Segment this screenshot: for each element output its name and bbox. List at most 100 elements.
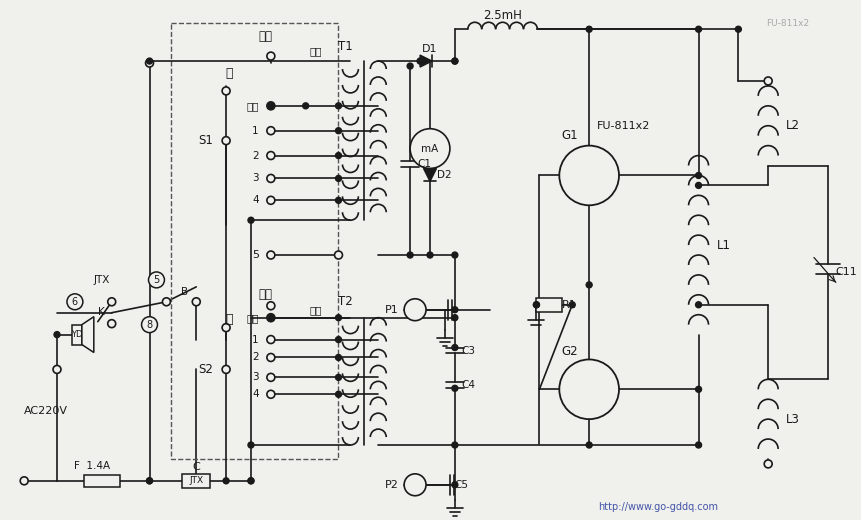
- Text: B: B: [181, 287, 188, 297]
- Circle shape: [222, 87, 230, 95]
- Circle shape: [267, 152, 275, 160]
- Circle shape: [335, 197, 341, 203]
- Circle shape: [695, 442, 701, 448]
- Circle shape: [335, 336, 341, 343]
- Circle shape: [267, 127, 275, 135]
- Bar: [171, 23, 338, 459]
- Text: 3: 3: [252, 174, 258, 184]
- Circle shape: [335, 103, 341, 109]
- Circle shape: [146, 58, 152, 64]
- Text: L1: L1: [715, 239, 729, 252]
- Text: 关: 关: [225, 67, 232, 80]
- Circle shape: [267, 302, 275, 310]
- Circle shape: [335, 175, 341, 181]
- Text: 8: 8: [146, 320, 152, 330]
- Circle shape: [335, 128, 341, 134]
- Text: D1: D1: [422, 44, 437, 54]
- Text: S2: S2: [198, 363, 213, 376]
- Circle shape: [335, 391, 341, 397]
- Text: C5: C5: [455, 480, 468, 490]
- Circle shape: [559, 359, 618, 419]
- Polygon shape: [82, 317, 94, 353]
- Text: D2: D2: [437, 171, 450, 180]
- Circle shape: [108, 298, 115, 306]
- Circle shape: [734, 26, 740, 32]
- Text: C11: C11: [834, 267, 856, 278]
- Circle shape: [451, 58, 457, 64]
- Circle shape: [451, 385, 457, 391]
- Circle shape: [222, 366, 230, 373]
- Polygon shape: [419, 55, 431, 67]
- Text: 5: 5: [153, 275, 159, 285]
- Circle shape: [146, 478, 152, 484]
- Bar: [71, 324, 82, 345]
- Circle shape: [267, 174, 275, 183]
- Text: JTX: JTX: [94, 275, 110, 285]
- Text: 治疗: 治疗: [246, 313, 258, 323]
- Text: FU-811x2: FU-811x2: [765, 19, 808, 28]
- Circle shape: [146, 478, 152, 484]
- Text: P1: P1: [385, 305, 399, 315]
- Circle shape: [406, 63, 412, 69]
- Circle shape: [267, 354, 275, 361]
- Text: G2: G2: [561, 345, 577, 358]
- Text: C1: C1: [417, 159, 430, 168]
- Circle shape: [533, 302, 539, 308]
- Circle shape: [267, 102, 275, 110]
- Text: R1: R1: [561, 300, 576, 310]
- Text: 6: 6: [71, 297, 77, 307]
- Circle shape: [568, 302, 574, 308]
- Text: T1: T1: [338, 40, 353, 53]
- Circle shape: [248, 478, 254, 484]
- Text: 2: 2: [252, 151, 258, 161]
- Circle shape: [585, 26, 592, 32]
- Circle shape: [451, 58, 457, 64]
- Circle shape: [222, 323, 230, 332]
- Text: mA: mA: [421, 144, 438, 153]
- Circle shape: [695, 26, 701, 32]
- Text: 预热: 预热: [258, 288, 273, 301]
- Circle shape: [267, 52, 275, 60]
- Text: 治疗: 治疗: [246, 101, 258, 111]
- Circle shape: [268, 315, 274, 321]
- Circle shape: [451, 252, 457, 258]
- Circle shape: [192, 298, 200, 306]
- Text: 5: 5: [251, 250, 258, 260]
- Circle shape: [695, 386, 701, 392]
- Circle shape: [410, 129, 449, 168]
- Circle shape: [267, 251, 275, 259]
- Text: 治疗: 治疗: [309, 305, 321, 315]
- Text: 1: 1: [252, 126, 258, 136]
- Circle shape: [695, 173, 701, 178]
- Circle shape: [451, 307, 457, 313]
- Circle shape: [451, 442, 457, 448]
- Circle shape: [146, 59, 153, 67]
- Circle shape: [406, 252, 412, 258]
- Text: S1: S1: [198, 134, 213, 147]
- Circle shape: [335, 315, 341, 321]
- Circle shape: [335, 374, 341, 380]
- Circle shape: [451, 345, 457, 350]
- Circle shape: [585, 282, 592, 288]
- Text: http://www.go-gddq.com: http://www.go-gddq.com: [598, 502, 717, 512]
- Circle shape: [67, 294, 83, 310]
- Circle shape: [20, 477, 28, 485]
- Circle shape: [302, 103, 308, 109]
- Text: JTX: JTX: [189, 476, 203, 485]
- Circle shape: [451, 315, 457, 321]
- Text: 3: 3: [252, 372, 258, 382]
- Polygon shape: [423, 168, 436, 181]
- Circle shape: [268, 103, 274, 109]
- Circle shape: [559, 146, 618, 205]
- Text: C4: C4: [461, 380, 475, 391]
- Text: L2: L2: [785, 119, 799, 132]
- Circle shape: [148, 272, 164, 288]
- Circle shape: [162, 298, 170, 306]
- Text: 治疗: 治疗: [309, 46, 321, 56]
- Circle shape: [141, 317, 158, 333]
- Circle shape: [248, 217, 254, 223]
- Circle shape: [404, 299, 425, 321]
- Circle shape: [248, 478, 254, 484]
- Text: 4: 4: [252, 389, 258, 399]
- Text: F  1.4A: F 1.4A: [74, 461, 110, 471]
